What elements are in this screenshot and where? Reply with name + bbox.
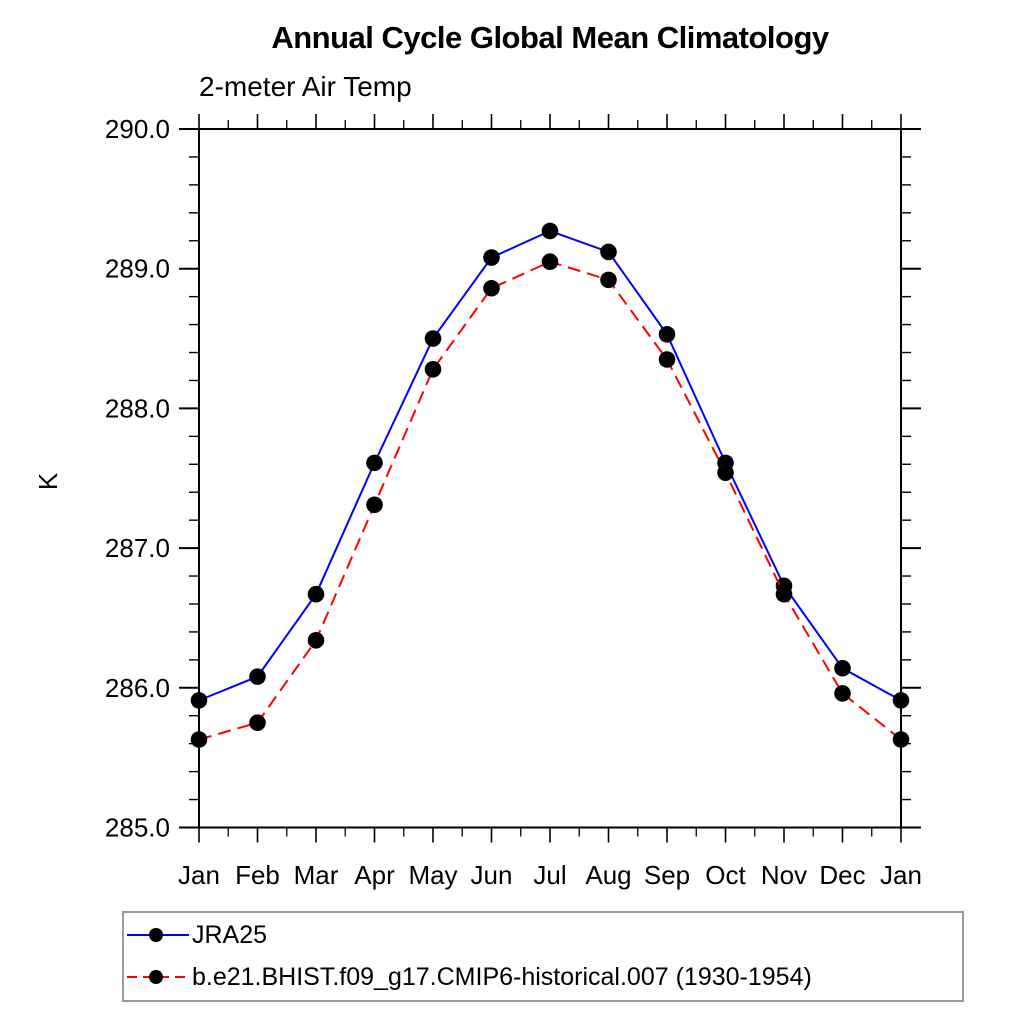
data-point-marker (892, 731, 910, 748)
data-point-marker (541, 222, 559, 240)
y-tick-label: 286.0 (105, 673, 170, 703)
x-tick-label: Oct (705, 860, 746, 890)
data-point-marker (834, 659, 851, 677)
legend-label: b.e21.BHIST.f09_g17.CMIP6-historical.007… (192, 962, 812, 991)
x-tick-label: Sep (644, 860, 690, 890)
x-tick-label: Jun (471, 860, 513, 890)
legend-line-sample-solid-icon (127, 928, 189, 942)
chart-title: Annual Cycle Global Mean Climatology (271, 20, 829, 55)
legend-entry-model: b.e21.BHIST.f09_g17.CMIP6-historical.007… (126, 962, 812, 991)
data-point-marker (424, 330, 442, 347)
data-point-marker (307, 632, 325, 649)
x-tick-label: Jan (880, 860, 922, 890)
legend-sample-marker (149, 970, 163, 984)
data-point-marker (541, 253, 559, 271)
data-point-marker (190, 731, 208, 748)
legend-entry-jra25: JRA25 (126, 920, 268, 949)
data-point-marker (658, 351, 676, 368)
data-point-marker (483, 249, 500, 266)
legend-label: JRA25 (192, 920, 268, 949)
x-tick-label: Jan (178, 860, 220, 890)
y-tick-label: 290.0 (105, 114, 170, 144)
data-point-marker (600, 271, 617, 289)
x-tick-label: Apr (354, 860, 395, 890)
y-tick-label: 287.0 (105, 533, 170, 563)
data-point-marker (249, 668, 266, 685)
data-point-marker (717, 464, 734, 481)
data-point-marker (600, 243, 617, 261)
x-tick-label: Aug (585, 860, 631, 890)
data-point-marker (366, 496, 383, 514)
x-tick-label: May (408, 860, 457, 890)
y-tick-label: 289.0 (105, 254, 170, 284)
x-tick-label: Nov (761, 860, 807, 890)
data-point-marker (834, 685, 851, 702)
chart-subtitle: 2-meter Air Temp (199, 71, 412, 102)
data-point-marker (249, 714, 266, 732)
data-point-marker (892, 692, 910, 709)
data-point-marker (424, 360, 442, 378)
data-point-marker (307, 585, 325, 603)
y-tick-label: 288.0 (105, 393, 170, 423)
data-point-marker (658, 326, 676, 343)
legend: JRA25 b.e21.BHIST.f09_g17.CMIP6-historic… (122, 911, 964, 1002)
data-point-marker (190, 692, 208, 709)
data-point-marker (366, 454, 383, 472)
legend-sample-marker (149, 928, 163, 942)
x-tick-label: Mar (294, 860, 339, 890)
series-line-0 (198, 229, 902, 702)
x-tick-label: Dec (819, 860, 865, 890)
y-tick-label: 285.0 (105, 813, 170, 843)
data-point-marker (775, 585, 793, 603)
x-tick-label: Jul (533, 860, 566, 890)
data-point-marker (483, 279, 500, 297)
x-tick-label: Feb (235, 860, 280, 890)
series-line-1 (198, 260, 902, 741)
legend-line-sample-dashed-icon (127, 970, 189, 984)
